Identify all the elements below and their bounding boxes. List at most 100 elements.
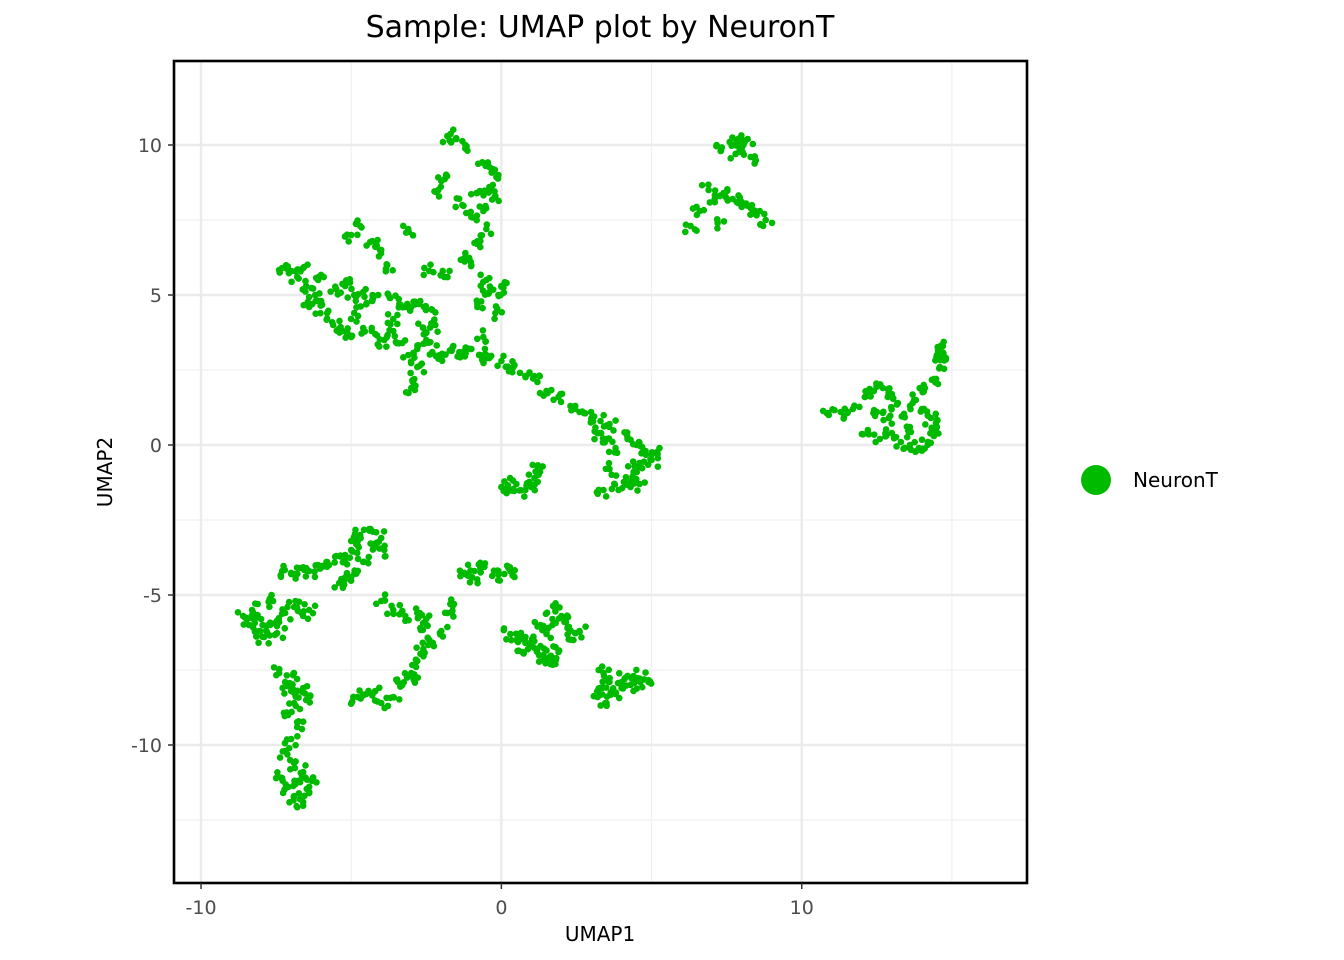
data-point-density [859, 431, 867, 438]
data-point-density [473, 189, 480, 197]
data-point [245, 621, 253, 629]
data-point-density [368, 692, 376, 699]
data-point-density [500, 485, 508, 493]
data-point-density [409, 376, 416, 384]
data-point [705, 186, 712, 194]
data-point-density [485, 274, 493, 282]
data-point-density [738, 203, 745, 211]
data-point-density [446, 347, 454, 354]
data-point-density [415, 342, 422, 349]
data-point-density [636, 442, 644, 450]
data-point [347, 573, 355, 581]
data-point-density [642, 669, 649, 676]
data-point-density [272, 774, 280, 782]
data-point-density [392, 338, 400, 346]
data-point-density [540, 622, 547, 630]
data-point-density [381, 591, 389, 598]
data-point-density [475, 351, 483, 359]
data-point-density [462, 209, 470, 217]
data-point-density [314, 297, 321, 305]
data-point-density [402, 229, 410, 236]
data-point-density [383, 694, 390, 702]
data-point-density [336, 317, 343, 325]
data-point-density [555, 615, 563, 622]
data-point-density [433, 342, 441, 349]
data-point-density [457, 572, 464, 580]
data-point-density [331, 283, 339, 290]
data-point-density [516, 487, 523, 494]
data-point-density [444, 623, 451, 631]
data-point-density [383, 343, 390, 350]
data-point-density [452, 135, 459, 143]
data-point-density [277, 573, 285, 581]
data-point-density [411, 679, 419, 686]
data-point-density [488, 196, 496, 203]
data-point-density [641, 479, 648, 486]
data-point-density [633, 666, 640, 674]
data-point-density [295, 718, 302, 725]
data-point-density [434, 328, 441, 336]
data-point-density [341, 233, 349, 240]
data-point-density [698, 181, 706, 189]
data-point-density [318, 301, 326, 309]
data-point-density [527, 482, 535, 490]
data-point-density [275, 666, 283, 673]
data-point-density [425, 612, 433, 620]
data-point-density [500, 289, 508, 296]
data-point-density [255, 639, 262, 647]
data-point-density [886, 412, 894, 420]
data-point-density [748, 201, 756, 209]
data-point-density [417, 626, 425, 634]
data-point-density [382, 552, 389, 560]
data-point-density [446, 267, 453, 275]
data-point-density [348, 285, 355, 293]
data-point [600, 669, 607, 677]
data-point-density [903, 433, 911, 441]
data-point-density [491, 166, 499, 174]
data-point-density [600, 411, 607, 419]
data-point-density [648, 448, 656, 456]
data-point-density [422, 302, 430, 310]
data-point-density [526, 370, 533, 377]
data-point-density [485, 189, 492, 196]
data-point-density [447, 596, 455, 603]
data-point-density [872, 438, 879, 446]
data-point-density [751, 207, 759, 214]
data-point-density [412, 663, 420, 671]
data-point-density [597, 429, 605, 437]
data-point-density [605, 423, 613, 431]
data-point-density [624, 463, 632, 470]
data-point-density [371, 697, 379, 704]
data-point-density [421, 340, 429, 347]
data-point-density [375, 253, 383, 260]
data-point-density [296, 795, 304, 803]
data-point-density [491, 188, 498, 195]
data-point-density [441, 175, 448, 183]
data-point-density [487, 352, 495, 360]
data-point-density [302, 762, 309, 769]
data-point-density [612, 689, 620, 696]
data-point-density [352, 569, 359, 577]
data-point-density [449, 602, 457, 610]
data-point-density [441, 609, 449, 617]
data-point-density [524, 645, 532, 653]
data-point-density [399, 354, 407, 361]
data-point-density [311, 602, 319, 610]
data-point-density [395, 295, 403, 303]
data-point [501, 570, 508, 578]
data-point-density [548, 386, 555, 394]
data-point-density [292, 597, 299, 605]
data-point-density [291, 764, 299, 772]
data-point-density [840, 415, 847, 422]
data-point-density [490, 567, 498, 575]
data-point-density [395, 696, 403, 703]
data-point-density [298, 725, 306, 733]
data-point-density [476, 203, 484, 210]
data-point [762, 216, 769, 224]
data-point-density [399, 607, 406, 615]
data-point-density [419, 324, 427, 331]
data-point-density [293, 803, 301, 811]
data-point-density [620, 478, 628, 486]
data-point-density [391, 332, 399, 340]
